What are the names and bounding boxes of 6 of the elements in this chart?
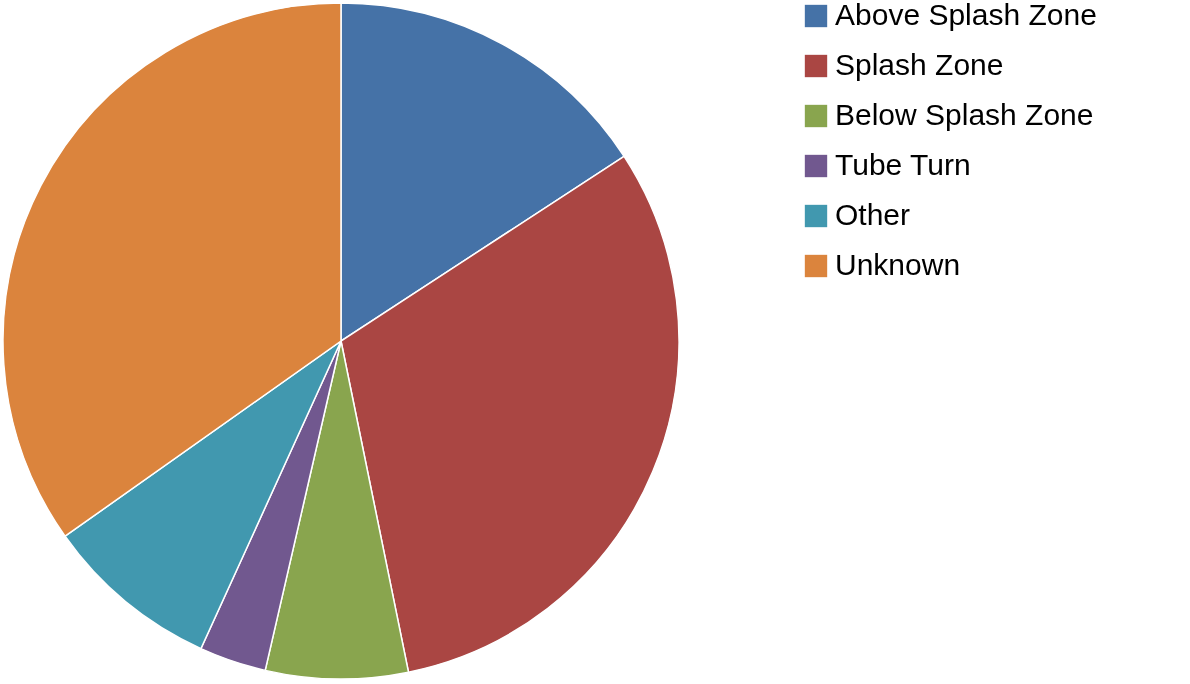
legend-label: Tube Turn <box>835 148 971 181</box>
legend-label: Below Splash Zone <box>835 98 1094 131</box>
legend-label: Other <box>835 198 911 231</box>
legend-label: Unknown <box>835 248 961 281</box>
legend-label: Above Splash Zone <box>835 0 1097 31</box>
legend-label: Splash Zone <box>835 48 1004 81</box>
